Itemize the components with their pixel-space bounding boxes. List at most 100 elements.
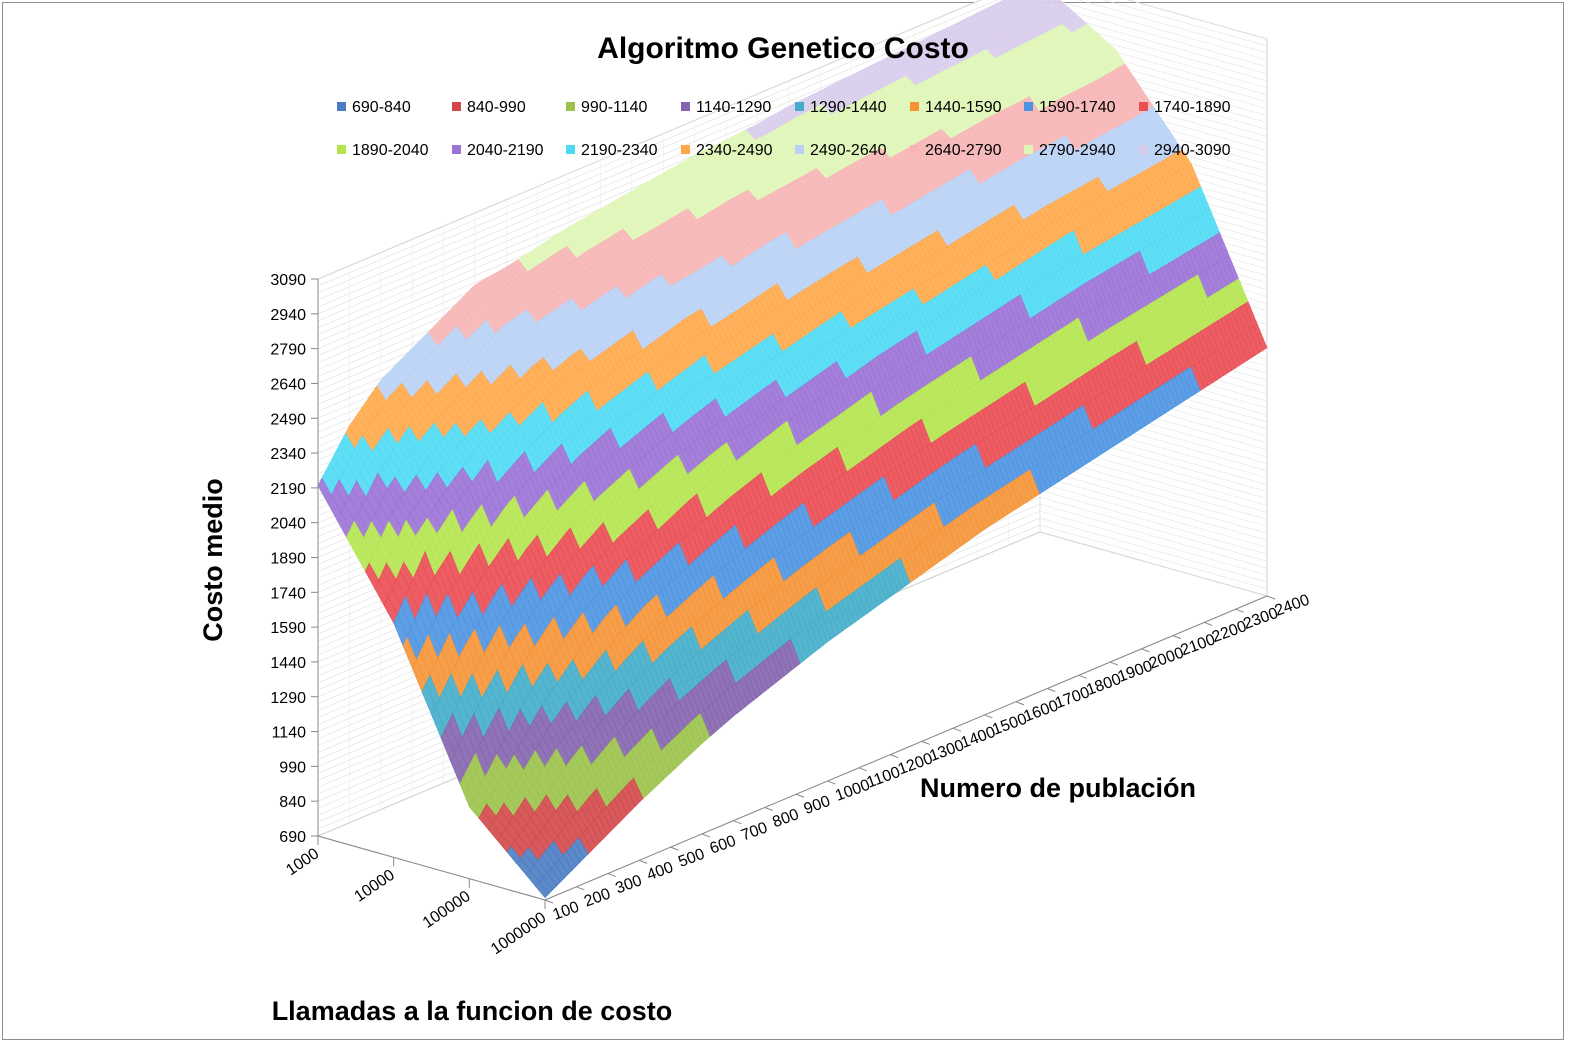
population-tick-mark [1141, 648, 1150, 653]
legend-label: 1740-1890 [1154, 99, 1231, 116]
calls-tick-label: 1000 [283, 845, 322, 879]
population-tick-label: 300 [613, 872, 644, 897]
z-tick-label: 840 [279, 794, 306, 811]
legend-label: 1590-1740 [1039, 99, 1116, 116]
z-tick-label: 1590 [270, 620, 306, 637]
wall-gridline [1039, 496, 1268, 562]
population-tick-mark [1078, 674, 1087, 679]
z-tick-label: 2640 [270, 376, 306, 393]
legend-label: 2490-2640 [810, 142, 887, 159]
legend-swatch [1024, 145, 1033, 154]
population-tick-label: 900 [802, 793, 833, 818]
population-tick-mark [1109, 661, 1119, 666]
legend-label: 2040-2190 [467, 142, 544, 159]
population-tick-mark [827, 780, 836, 785]
legend-swatch [452, 102, 461, 111]
population-tick-mark [733, 820, 742, 825]
y-axis-title: Llamadas a la funcion de costo [272, 996, 673, 1026]
legend-label: 2340-2490 [696, 142, 773, 159]
legend-swatch [566, 102, 575, 111]
population-tick-mark [764, 807, 773, 811]
population-tick-mark [1204, 621, 1213, 626]
calls-tick-label: 100000 [420, 888, 474, 932]
legend-swatch [337, 145, 346, 154]
population-tick-label: 800 [770, 806, 801, 831]
wall-gridline [317, 0, 982, 280]
population-tick-mark [984, 714, 993, 719]
z-tick-label: 2340 [270, 446, 306, 463]
population-tick-mark [921, 740, 930, 745]
z-tick-label: 1140 [272, 725, 307, 742]
population-tick-label: 400 [645, 859, 676, 884]
chart-title: Algoritmo Genetico Costo [597, 32, 969, 65]
wall-gridline [1039, 517, 1268, 583]
z-tick-label: 990 [279, 759, 306, 776]
population-tick-mark [858, 767, 868, 772]
population-tick-label: 600 [708, 833, 739, 858]
legend-swatch [566, 145, 575, 154]
population-tick-mark [638, 859, 648, 864]
legend-swatch [1139, 145, 1148, 154]
z-tick-label: 690 [279, 829, 306, 846]
population-tick-mark [795, 793, 805, 798]
z-tick-label: 2040 [270, 516, 306, 533]
z-axis-title: Costo medio [198, 478, 228, 642]
population-tick-mark [1047, 688, 1056, 692]
legend-swatch [681, 145, 690, 154]
legend-label: 990-1140 [581, 99, 648, 116]
population-tick-label: 2400 [1273, 592, 1312, 620]
legend-label: 1290-1440 [810, 99, 887, 116]
population-tick-mark [607, 873, 616, 878]
calls-tick-label: 10000 [352, 867, 398, 906]
wall-gridline [1039, 462, 1268, 527]
z-tick-label: 1740 [270, 585, 306, 602]
wall-gridline [1039, 482, 1268, 548]
legend-swatch [452, 145, 461, 154]
x-axis-title: Numero de publación [920, 773, 1196, 803]
wall-gridline [1039, 469, 1268, 534]
wall-gridline [1127, 0, 1268, 40]
population-tick-mark [701, 833, 711, 838]
legend-label: 2940-3090 [1154, 142, 1231, 159]
wall-gridline [317, 0, 1015, 294]
legend-swatch [337, 102, 346, 111]
legend-label: 1890-2040 [352, 142, 429, 159]
z-tick-label: 2940 [270, 307, 306, 324]
wall-gridline [1039, 524, 1268, 590]
z-tick-label: 2490 [270, 411, 306, 428]
legend-label: 2190-2340 [581, 142, 658, 159]
legend-swatch [1139, 102, 1148, 111]
population-tick-mark [952, 727, 962, 732]
z-tick-label: 1890 [270, 551, 306, 568]
population-tick-mark [890, 754, 899, 759]
legend-label: 840-990 [467, 99, 526, 116]
wall-gridline [1039, 503, 1268, 569]
legend-label: 1140-1290 [696, 99, 771, 116]
wall-gridline [1039, 531, 1268, 597]
wall-gridline [1039, 476, 1268, 541]
population-tick-mark [1235, 608, 1244, 613]
wall-gridline [1039, 510, 1268, 576]
z-tick-label: 2790 [270, 342, 306, 359]
population-tick-mark [1266, 595, 1276, 600]
population-tick-mark [576, 886, 585, 891]
population-tick-mark [1172, 635, 1182, 640]
legend-swatch [681, 102, 690, 111]
wall-gridline [1078, 0, 1268, 54]
legend-label: 2640-2790 [925, 142, 1002, 159]
legend-label: 690-840 [352, 99, 411, 116]
wall-gridline [1102, 0, 1268, 47]
wall-gridline [317, 0, 998, 287]
z-tick-label: 3090 [270, 272, 306, 289]
wall-gridline [1039, 489, 1268, 555]
surface-plot [317, 0, 1268, 899]
z-tick-label: 1440 [270, 655, 306, 672]
population-tick-mark [670, 846, 679, 851]
population-tick-label: 100 [551, 899, 582, 924]
legend-swatch [795, 145, 804, 154]
legend-label: 2790-2940 [1039, 142, 1116, 159]
legend-swatch [910, 102, 919, 111]
legend-swatch [1024, 102, 1033, 111]
population-tick-mark [544, 899, 554, 904]
